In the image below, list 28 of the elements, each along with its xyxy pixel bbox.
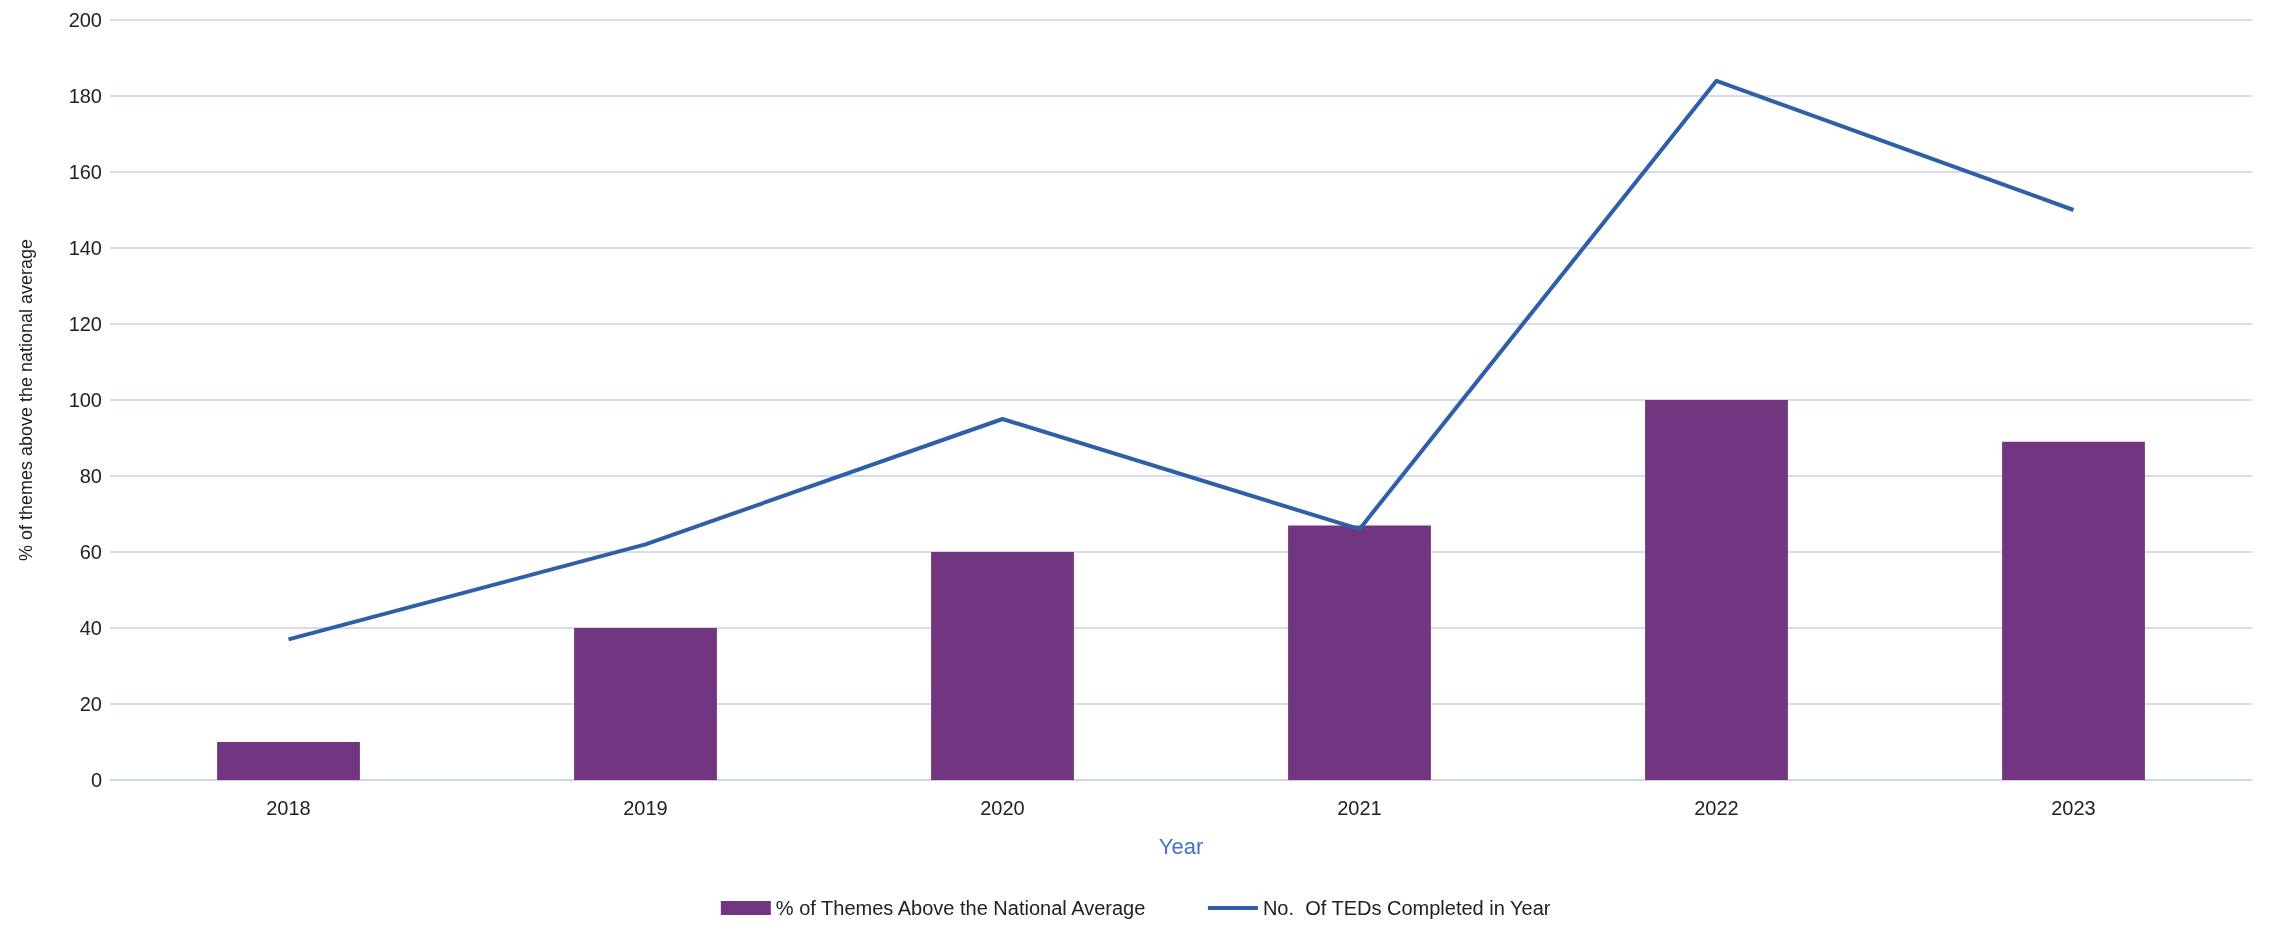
y-tick-label: 40 [79, 617, 102, 639]
line-series [286, 78, 2076, 642]
y-tick-label: 0 [90, 769, 102, 791]
x-tick-label: 2021 [1337, 797, 1382, 819]
x-tick-label: 2023 [2051, 797, 2096, 819]
y-tick-label: 160 [68, 161, 102, 183]
y-tick-label: 120 [68, 313, 102, 335]
y-tick-label: 100 [68, 389, 102, 411]
bar [2002, 441, 2145, 780]
x-axis-title: Year [1158, 833, 1204, 859]
y-tick-label: 20 [79, 693, 102, 715]
y-axis-title: % of themes above the national average [16, 238, 36, 562]
bar [217, 742, 360, 780]
bar [1645, 400, 1788, 780]
y-tick-label: 200 [68, 9, 102, 31]
x-tick-label: 2019 [623, 797, 668, 819]
x-tick-label: 2022 [1694, 797, 1739, 819]
x-tick-label: 2020 [980, 797, 1025, 819]
bar [931, 552, 1074, 780]
y-tick-label: 140 [68, 237, 102, 259]
x-tick-label: 2018 [266, 797, 311, 819]
y-tick-label: 180 [68, 85, 102, 107]
y-tick-label: 80 [79, 465, 102, 487]
bar [574, 628, 717, 780]
y-tick-label: 60 [79, 541, 102, 563]
legend-label: No. Of TEDs Completed in Year [1262, 897, 1551, 919]
bar [1288, 525, 1431, 780]
legend-label: % of Themes Above the National Average [775, 897, 1146, 919]
